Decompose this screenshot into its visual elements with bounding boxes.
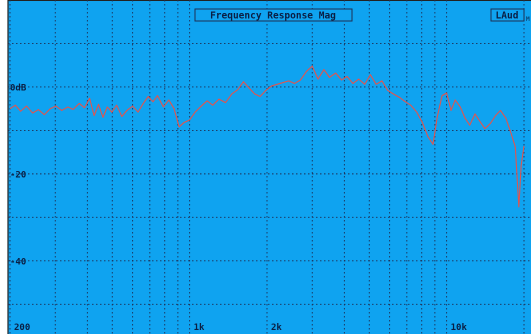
tick-labels: 0dB -20 -40 200 1k 2k 10k	[10, 83, 467, 333]
y-tick-label: -40	[10, 257, 26, 267]
y-tick-label: -20	[10, 170, 26, 180]
chart-title-box: Frequency Response Mag	[194, 8, 353, 22]
chart-title: Frequency Response Mag	[210, 11, 336, 22]
x-tick-label: 200	[14, 323, 30, 333]
series-trace	[9, 65, 525, 208]
plot-area	[8, 0, 531, 334]
x-tick-label: 2k	[271, 323, 282, 333]
x-tick-label: 10k	[451, 323, 468, 333]
channel-label-box: LAud M	[490, 8, 530, 23]
series-trace-group	[9, 65, 525, 208]
y-tick-label: 0dB	[10, 83, 27, 93]
channel-label-frame	[490, 8, 525, 22]
x-tick-label: 1k	[194, 323, 205, 333]
channel-label: LAud	[496, 11, 519, 22]
channel-suffix: M	[526, 16, 530, 23]
chart-title-frame	[194, 8, 353, 22]
